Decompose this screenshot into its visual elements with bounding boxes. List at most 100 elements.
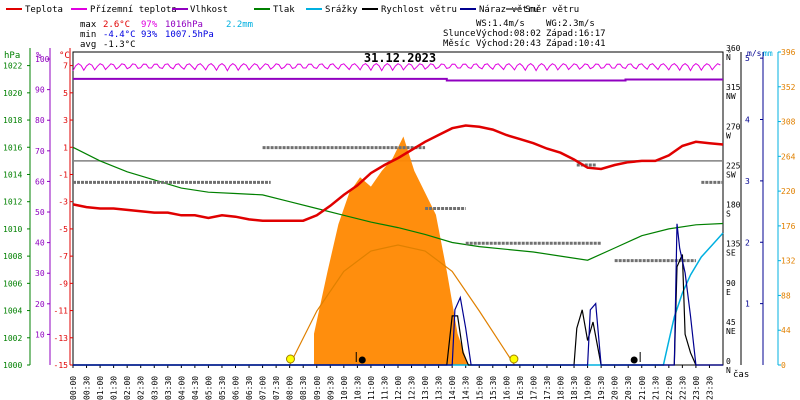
stats-min-label: min xyxy=(80,30,96,40)
time-tick-label: 13:00 xyxy=(421,376,430,400)
humidity-tick-label: 40 xyxy=(35,239,45,248)
info-moonrise: Východ:20:43 xyxy=(476,39,541,49)
rain-tick-label: 220 xyxy=(781,187,796,196)
info-wind-gust: WG:2.3m/s xyxy=(546,19,595,29)
legend-label: Srážky xyxy=(325,5,358,15)
time-tick-label: 14:30 xyxy=(462,376,471,400)
pressure-axis-title: hPa xyxy=(4,51,20,61)
stats-max-rain: 2.2mm xyxy=(226,20,253,30)
pressure-tick-label: 1020 xyxy=(3,89,22,98)
legend-label: Teplota xyxy=(25,5,63,15)
time-tick-label: 09:00 xyxy=(313,376,322,400)
info-block: WS:1.4m/s WG:2.3m/s Slunce Východ:08:02 … xyxy=(443,19,606,49)
rain-tick-label: 44 xyxy=(781,326,791,335)
time-tick-label: 08:00 xyxy=(286,376,295,400)
time-tick-label: 18:00 xyxy=(557,376,566,400)
pressure-tick-label: 1014 xyxy=(3,170,22,179)
time-tick-label: 16:30 xyxy=(516,376,525,400)
temperature-tick-label: -9 xyxy=(58,279,68,288)
direction-degree-label: 45 xyxy=(726,318,736,327)
humidity-tick-label: 50 xyxy=(35,208,45,217)
legend-label: Tlak xyxy=(273,5,295,15)
rain-tick-label: 308 xyxy=(781,118,796,127)
pressure-tick-label: 1006 xyxy=(3,279,22,288)
stats-min-temp: -4.4°C xyxy=(103,30,136,40)
time-tick-label: 22:30 xyxy=(678,376,687,400)
pressure-tick-label: 1010 xyxy=(3,225,22,234)
legend-label: Přízemní teplota xyxy=(90,5,177,15)
temperature-tick-label: 5 xyxy=(63,89,68,98)
time-tick-label: 09:30 xyxy=(326,376,335,400)
direction-degree-label: 180 xyxy=(726,201,741,210)
pressure-line xyxy=(72,146,724,261)
humidity-tick-label: 20 xyxy=(35,300,45,309)
wind-tick-label: 1 xyxy=(745,300,750,309)
legend-item-temperature: Teplota xyxy=(6,5,63,15)
wind-speed-line xyxy=(73,254,723,366)
temperature-tick-label: 1 xyxy=(63,143,68,152)
stats-max-label: max xyxy=(80,20,97,30)
direction-degree-label: 315 xyxy=(726,83,741,92)
time-tick-label: 23:00 xyxy=(692,376,701,400)
temperature-tick-label: -7 xyxy=(58,252,68,261)
humidity-line xyxy=(73,77,723,82)
stats-avg-temp: -1.3°C xyxy=(103,40,136,50)
wind-tick-label: 5 xyxy=(745,54,750,63)
time-tick-label: 05:00 xyxy=(204,376,213,400)
time-tick-label: 21:30 xyxy=(651,376,660,400)
direction-compass-label: N xyxy=(726,366,731,375)
time-tick-label: 12:00 xyxy=(394,376,403,400)
stats-max-humidity: 97% xyxy=(141,20,158,30)
stats-avg-label: avg xyxy=(80,40,96,50)
wind-tick-label: 4 xyxy=(745,116,750,125)
info-moon-label: Měsíc xyxy=(443,39,470,49)
time-tick-label: 15:00 xyxy=(475,376,484,400)
legend-item-wind-speed: Rychlost větru xyxy=(362,5,457,15)
pressure-tick-label: 1018 xyxy=(3,116,22,125)
humidity-tick-label: 90 xyxy=(35,86,45,95)
time-tick-label: 08:30 xyxy=(299,376,308,400)
temperature-tick-label: -15 xyxy=(54,361,69,370)
rain-axis-title: mm xyxy=(763,49,773,58)
time-tick-label: 20:30 xyxy=(624,376,633,400)
temperature-tick-label: -13 xyxy=(54,334,69,343)
time-tick-label: 01:00 xyxy=(96,376,105,400)
info-sunset: Západ:16:17 xyxy=(546,29,606,39)
humidity-axis-title: % xyxy=(36,51,42,61)
legend-item-ground-temperature: Přízemní teplota xyxy=(71,5,177,15)
chart-title: 31.12.2023 xyxy=(364,51,436,65)
rain-tick-label: 132 xyxy=(781,257,796,266)
time-tick-label: 06:30 xyxy=(245,376,254,400)
legend: Teplota Přízemní teplota Vlhkost Tlak Sr… xyxy=(6,5,579,15)
legend-label: Rychlost větru xyxy=(381,5,457,15)
time-tick-label: 04:30 xyxy=(191,376,200,400)
direction-degree-label: 135 xyxy=(726,240,741,249)
plot-layer xyxy=(72,62,724,366)
time-tick-label: 07:30 xyxy=(272,376,281,400)
direction-degree-label: 360 xyxy=(726,44,741,53)
temperature-tick-label: -3 xyxy=(58,198,68,207)
direction-compass-label: N xyxy=(726,53,731,62)
direction-compass-label: NE xyxy=(726,327,736,336)
time-tick-label: 20:00 xyxy=(611,376,620,400)
pressure-tick-label: 1012 xyxy=(3,198,22,207)
legend-label: Směr větru xyxy=(525,5,579,15)
direction-compass-label: SE xyxy=(726,249,736,258)
temperature-tick-label: -1 xyxy=(58,170,68,179)
time-tick-label: 11:00 xyxy=(367,376,376,400)
moonset-marker xyxy=(358,356,366,364)
legend-label: Vlhkost xyxy=(190,5,228,15)
direction-compass-label: NW xyxy=(726,92,736,101)
time-tick-label: 03:00 xyxy=(150,376,159,400)
time-tick-label: 12:30 xyxy=(408,376,417,400)
temperature-tick-label: 3 xyxy=(63,116,68,125)
time-tick-label: 17:30 xyxy=(543,376,552,400)
rain-tick-label: 176 xyxy=(781,222,796,231)
stats-min-humidity: 93% xyxy=(141,30,158,40)
direction-compass-label: E xyxy=(726,288,731,297)
temperature-tick-label: -5 xyxy=(58,225,68,234)
time-tick-label: 02:30 xyxy=(137,376,146,400)
pressure-tick-label: 1016 xyxy=(3,143,22,152)
direction-degree-label: 225 xyxy=(726,161,741,170)
time-tick-label: 00:30 xyxy=(83,376,92,400)
